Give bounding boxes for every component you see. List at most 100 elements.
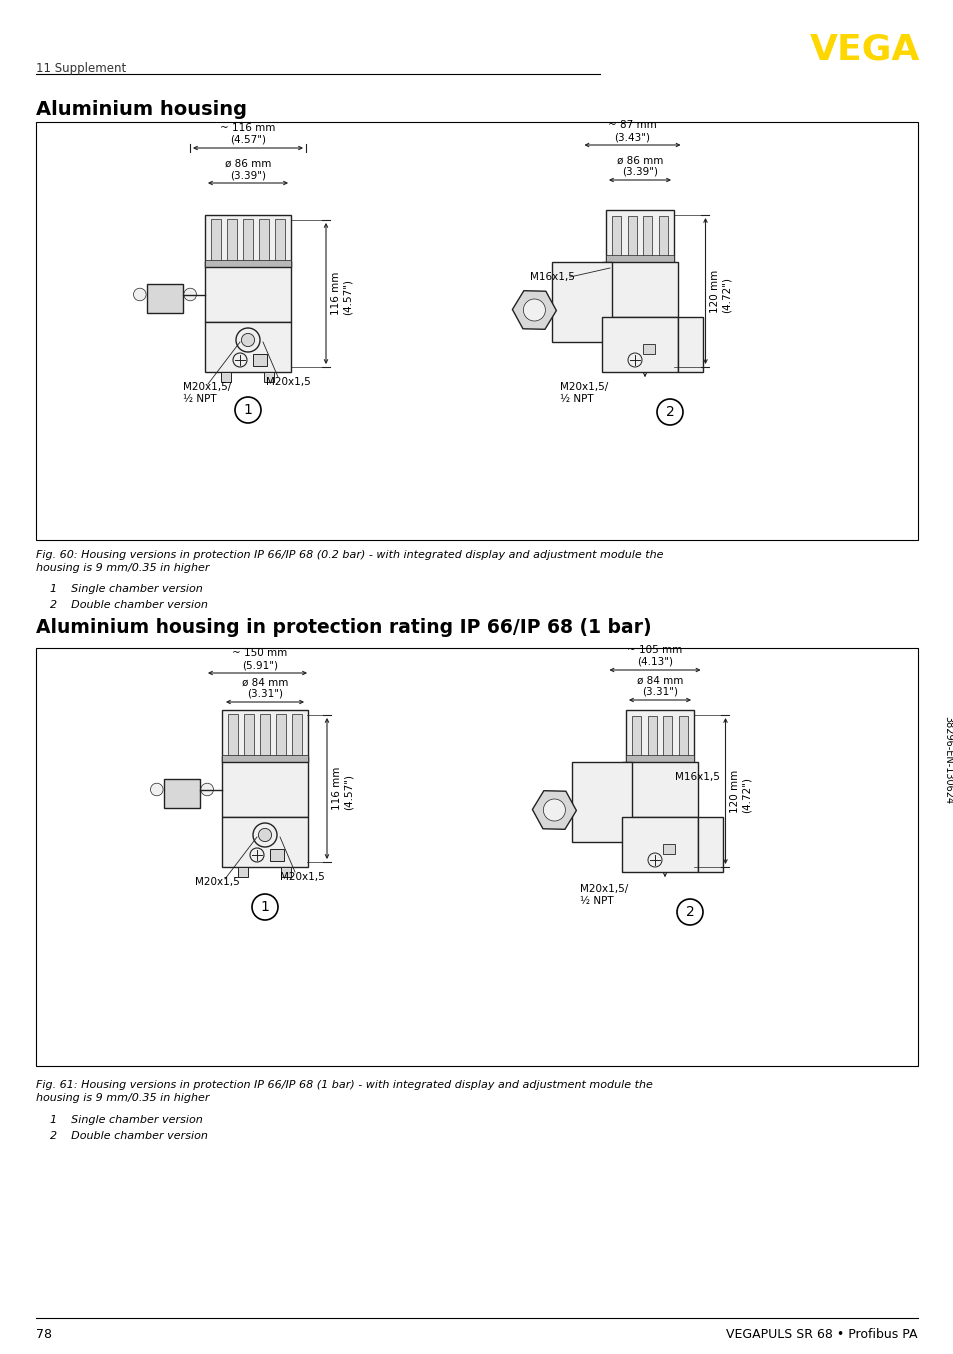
Bar <box>601 263 678 317</box>
Text: 38296-EN-130624: 38296-EN-130624 <box>942 716 952 804</box>
Bar <box>205 261 291 267</box>
Circle shape <box>233 353 247 367</box>
Circle shape <box>253 823 276 848</box>
Bar <box>292 714 302 758</box>
Text: 1    Single chamber version: 1 Single chamber version <box>50 584 203 594</box>
Text: 2    Double chamber version: 2 Double chamber version <box>50 1131 208 1141</box>
Text: 2: 2 <box>665 405 674 418</box>
Text: Fig. 61: Housing versions in protection IP 66/IP 68 (1 bar) - with integrated di: Fig. 61: Housing versions in protection … <box>36 1080 652 1104</box>
Bar <box>621 762 698 816</box>
Circle shape <box>250 848 264 862</box>
Bar <box>222 756 308 762</box>
Bar <box>627 217 637 259</box>
Bar <box>228 714 237 758</box>
Bar <box>625 756 693 762</box>
Bar <box>147 284 183 313</box>
Text: 11 Supplement: 11 Supplement <box>36 62 126 74</box>
Text: 116 mm
(4.57"): 116 mm (4.57") <box>331 272 353 315</box>
Text: ~ 87 mm
(3.43"): ~ 87 mm (3.43") <box>607 121 657 142</box>
Text: 2: 2 <box>685 904 694 919</box>
Bar <box>270 849 284 861</box>
Circle shape <box>241 333 254 347</box>
Bar <box>205 322 291 372</box>
Text: Aluminium housing: Aluminium housing <box>36 100 247 119</box>
Bar <box>258 219 269 263</box>
Text: VEGAPULS SR 68 • Profibus PA: VEGAPULS SR 68 • Profibus PA <box>726 1328 917 1340</box>
Text: M20x1,5/
½ NPT: M20x1,5/ ½ NPT <box>183 382 231 403</box>
Circle shape <box>252 894 277 919</box>
Bar <box>205 267 291 322</box>
Circle shape <box>201 783 213 796</box>
Text: ø 84 mm
(3.31"): ø 84 mm (3.31") <box>637 676 682 697</box>
Text: ø 84 mm
(3.31"): ø 84 mm (3.31") <box>241 677 288 699</box>
Bar <box>662 844 675 854</box>
Text: 78: 78 <box>36 1328 52 1340</box>
Bar <box>36 122 917 540</box>
Text: M20x1,5: M20x1,5 <box>266 376 311 387</box>
Bar <box>647 716 656 758</box>
Text: Fig. 60: Housing versions in protection IP 66/IP 68 (0.2 bar) - with integrated : Fig. 60: Housing versions in protection … <box>36 550 662 573</box>
Bar <box>621 816 698 872</box>
Text: 116 mm
(4.57"): 116 mm (4.57") <box>332 766 354 810</box>
Text: ø 86 mm
(3.39"): ø 86 mm (3.39") <box>225 158 271 180</box>
Circle shape <box>677 899 702 925</box>
Bar <box>222 709 308 762</box>
Circle shape <box>235 328 260 352</box>
Text: 1: 1 <box>260 900 269 914</box>
Bar <box>572 762 631 842</box>
Bar <box>205 215 291 267</box>
Text: 120 mm
(4.72"): 120 mm (4.72") <box>710 269 731 313</box>
Bar <box>642 217 652 259</box>
Text: ~ 116 mm
(4.57"): ~ 116 mm (4.57") <box>220 123 275 145</box>
Text: M16x1,5: M16x1,5 <box>675 772 720 783</box>
Bar <box>253 353 267 366</box>
Bar <box>164 779 200 807</box>
Bar <box>264 372 274 382</box>
Text: 1: 1 <box>243 403 253 417</box>
Text: ø 86 mm
(3.39"): ø 86 mm (3.39") <box>617 156 662 177</box>
Text: 120 mm
(4.72"): 120 mm (4.72") <box>730 769 751 812</box>
Bar <box>612 217 620 259</box>
Circle shape <box>523 299 545 321</box>
Bar <box>244 714 253 758</box>
Text: VEGA: VEGA <box>809 32 919 66</box>
Text: ~ 150 mm
(5.91"): ~ 150 mm (5.91") <box>233 649 287 670</box>
Text: M20x1,5: M20x1,5 <box>194 877 239 887</box>
Bar <box>625 709 693 762</box>
Circle shape <box>543 799 565 821</box>
Bar <box>205 260 291 267</box>
Bar <box>662 716 672 758</box>
Text: M20x1,5: M20x1,5 <box>280 872 324 881</box>
Bar <box>601 317 678 372</box>
Bar <box>281 867 292 877</box>
Bar <box>222 762 308 816</box>
Bar <box>211 219 221 263</box>
Bar <box>632 716 640 758</box>
Bar <box>658 217 667 259</box>
Text: Aluminium housing in protection rating IP 66/IP 68 (1 bar): Aluminium housing in protection rating I… <box>36 617 651 636</box>
Bar <box>275 714 286 758</box>
Bar <box>552 263 612 343</box>
Bar <box>642 344 655 353</box>
Bar <box>221 372 232 382</box>
Circle shape <box>258 829 272 842</box>
Circle shape <box>184 288 196 301</box>
Text: M16x1,5: M16x1,5 <box>530 272 575 282</box>
Bar <box>260 714 270 758</box>
Bar <box>238 867 248 877</box>
Bar <box>678 317 702 372</box>
Circle shape <box>133 288 146 301</box>
Bar <box>222 756 308 762</box>
Bar <box>36 649 917 1066</box>
Text: 1    Single chamber version: 1 Single chamber version <box>50 1114 203 1125</box>
Bar <box>605 255 673 263</box>
Circle shape <box>627 353 641 367</box>
Text: M20x1,5/
½ NPT: M20x1,5/ ½ NPT <box>579 884 628 906</box>
Bar <box>698 816 722 872</box>
Bar <box>222 816 308 867</box>
Text: M20x1,5/
½ NPT: M20x1,5/ ½ NPT <box>559 382 608 403</box>
Bar <box>227 219 236 263</box>
Bar <box>678 716 687 758</box>
Circle shape <box>151 783 163 796</box>
Bar <box>243 219 253 263</box>
